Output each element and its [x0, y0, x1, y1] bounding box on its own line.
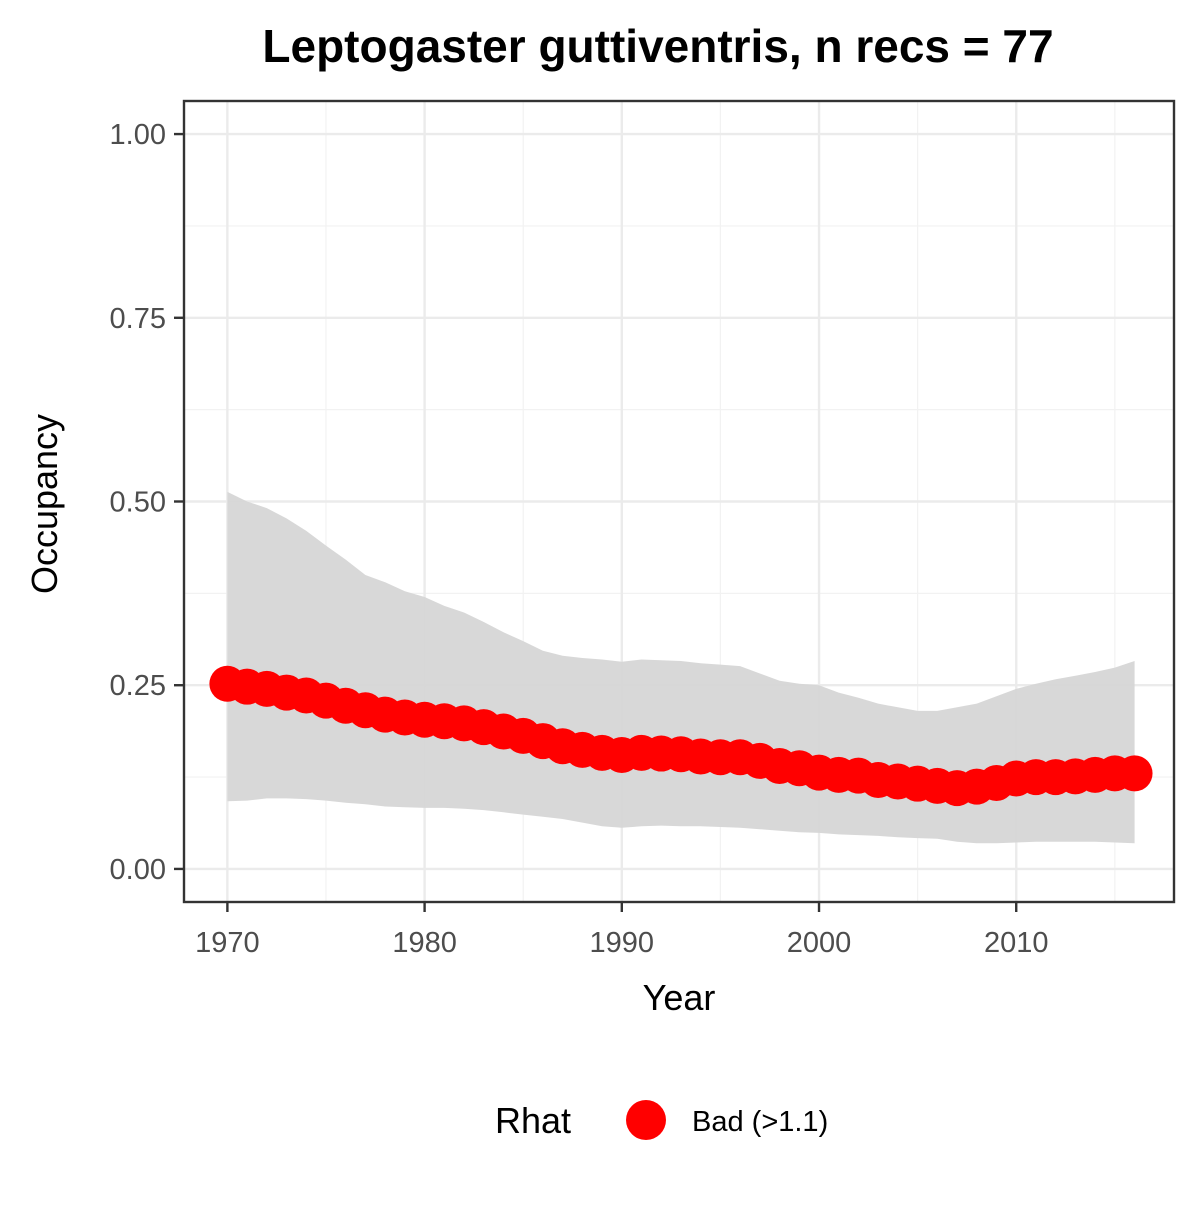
- x-tick-label: 2010: [984, 927, 1049, 959]
- legend-key-bad: [626, 1100, 666, 1140]
- y-tick-label: 0.75: [110, 303, 166, 335]
- x-axis-title: Year: [643, 977, 716, 1018]
- y-axis-title: Occupancy: [24, 414, 65, 594]
- legend-label-bad: Bad (>1.1): [692, 1106, 828, 1138]
- legend: Rhat Bad (>1.1): [495, 1100, 828, 1141]
- confidence-ribbon: [227, 491, 1135, 844]
- y-tick-label: 0.50: [110, 487, 166, 519]
- legend-title: Rhat: [495, 1100, 571, 1141]
- data-point: [1116, 755, 1153, 792]
- x-tick-label: 1970: [195, 927, 260, 959]
- y-tick-label: 1.00: [110, 119, 166, 151]
- x-tick-label: 1990: [590, 927, 655, 959]
- x-tick-label: 1980: [392, 927, 457, 959]
- plot-area: 0.00 0.25 0.50 0.75 1.00 1970 1980 1990 2000 2010: [110, 99, 1176, 959]
- x-tick-label: 2000: [787, 927, 852, 959]
- y-tick-label: 0.00: [110, 854, 166, 886]
- y-tick-label: 0.25: [110, 670, 166, 702]
- chart-title: Leptogaster guttiventris, n recs = 77: [262, 20, 1053, 72]
